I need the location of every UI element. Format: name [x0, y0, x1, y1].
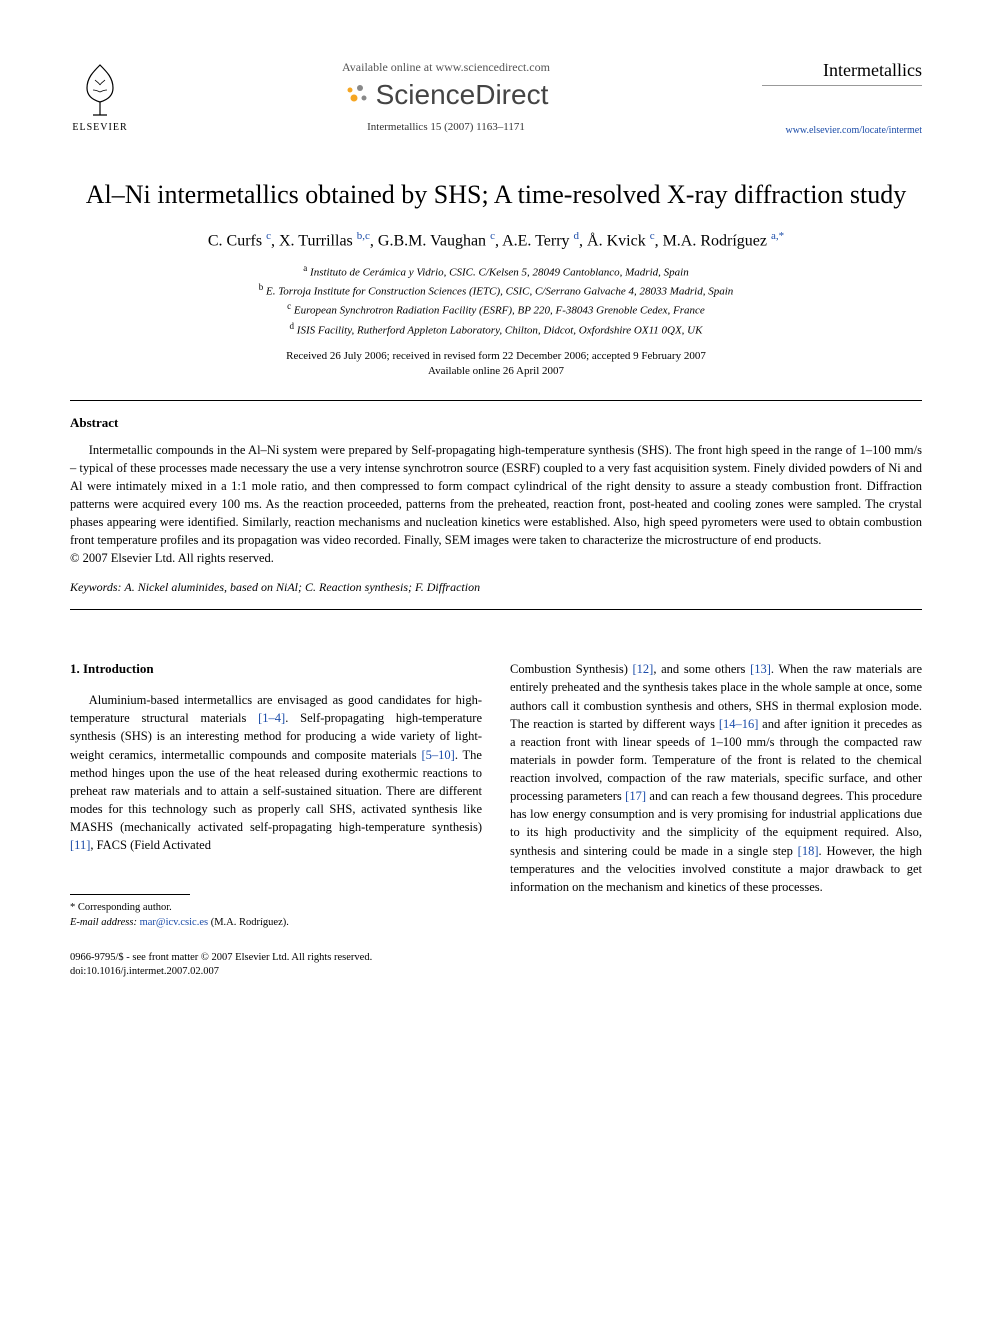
- email-link[interactable]: mar@icv.csic.es: [140, 917, 208, 928]
- center-header: Available online at www.sciencedirect.co…: [130, 60, 762, 137]
- journal-url-link[interactable]: www.elsevier.com/locate/intermet: [785, 125, 922, 136]
- intro-para-left: Aluminium-based intermetallics are envis…: [70, 691, 482, 854]
- left-column: 1. Introduction Aluminium-based intermet…: [70, 660, 482, 980]
- affiliation-d: ISIS Facility, Rutherford Appleton Labor…: [297, 324, 703, 336]
- available-online-text: Available online at www.sciencedirect.co…: [342, 60, 550, 75]
- doi-line: doi:10.1016/j.intermet.2007.02.007: [70, 965, 482, 980]
- issn-line: 0966-9795/$ - see front matter © 2007 El…: [70, 951, 482, 966]
- received-date: Received 26 July 2006; received in revis…: [70, 349, 922, 364]
- abstract-body: Intermetallic compounds in the Al–Ni sys…: [70, 441, 922, 550]
- keywords-text: A. Nickel aluminides, based on NiAl; C. …: [124, 580, 480, 594]
- sciencedirect-text: ScienceDirect: [376, 79, 549, 111]
- email-label: E-mail address:: [70, 917, 137, 928]
- abstract-bottom-rule: [70, 609, 922, 610]
- keywords-label: Keywords:: [70, 580, 122, 594]
- affiliation-b: E. Torroja Institute for Construction Sc…: [266, 286, 733, 298]
- sciencedirect-logo: ScienceDirect: [344, 79, 549, 111]
- footnote-rule: [70, 894, 190, 895]
- journal-name: Intermetallics: [762, 60, 922, 81]
- abstract-copyright: © 2007 Elsevier Ltd. All rights reserved…: [70, 551, 922, 566]
- email-suffix: (M.A. Rodríguez).: [211, 917, 289, 928]
- journal-block: Intermetallics www.elsevier.com/locate/i…: [762, 60, 922, 138]
- keywords-line: Keywords: A. Nickel aluminides, based on…: [70, 580, 922, 595]
- journal-reference: Intermetallics 15 (2007) 1163–1171: [367, 121, 525, 133]
- paper-title: Al–Ni intermetallics obtained by SHS; A …: [70, 178, 922, 212]
- online-date: Available online 26 April 2007: [70, 364, 922, 379]
- footnote-block: * Corresponding author. E-mail address: …: [70, 901, 482, 930]
- dates-block: Received 26 July 2006; received in revis…: [70, 349, 922, 380]
- authors-line: C. Curfs c, X. Turrillas b,c, G.B.M. Vau…: [70, 230, 922, 250]
- abstract-section: Abstract Intermetallic compounds in the …: [70, 415, 922, 596]
- body-columns: 1. Introduction Aluminium-based intermet…: [70, 660, 922, 980]
- elsevier-logo-block: ELSEVIER: [70, 60, 130, 133]
- page-header: ELSEVIER Available online at www.science…: [70, 60, 922, 138]
- elsevier-tree-icon: [75, 60, 125, 120]
- title-block: Al–Ni intermetallics obtained by SHS; A …: [70, 178, 922, 380]
- affiliation-a: Instituto de Cerámica y Vidrio, CSIC. C/…: [310, 267, 689, 279]
- bottom-block: 0966-9795/$ - see front matter © 2007 El…: [70, 951, 482, 980]
- corresponding-author: * Corresponding author.: [70, 901, 482, 916]
- right-column: Combustion Synthesis) [12], and some oth…: [510, 660, 922, 980]
- abstract-heading: Abstract: [70, 415, 922, 431]
- section-1-heading: 1. Introduction: [70, 660, 482, 679]
- affiliations: a Instituto de Cerámica y Vidrio, CSIC. …: [70, 262, 922, 339]
- elsevier-label: ELSEVIER: [72, 122, 127, 133]
- affiliation-c: European Synchrotron Radiation Facility …: [294, 305, 705, 317]
- intro-para-right: Combustion Synthesis) [12], and some oth…: [510, 660, 922, 896]
- abstract-top-rule: [70, 400, 922, 401]
- sciencedirect-icon: [344, 82, 370, 108]
